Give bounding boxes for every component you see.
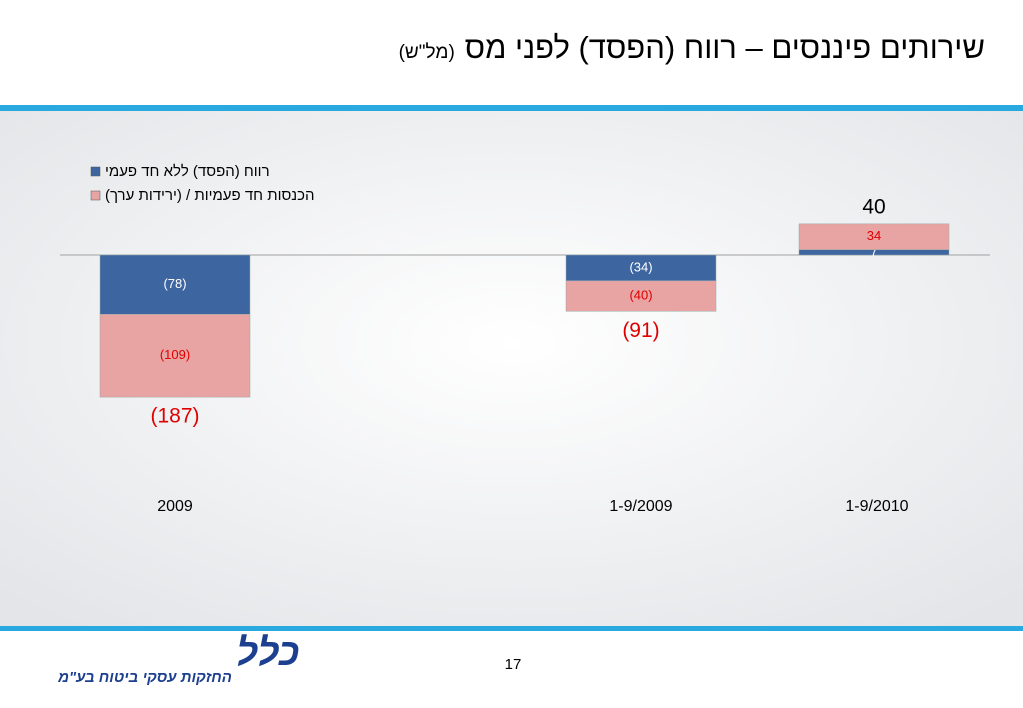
legend-swatch	[90, 190, 101, 201]
legend-swatch	[90, 166, 101, 177]
total-label: (187)	[150, 405, 199, 428]
legend-label: רווח (הפסד) ללא חד פעמי	[105, 163, 270, 180]
legend-label: הכנסות חד פעמיות / (ירידות ערך)	[105, 187, 315, 204]
bar-segment	[99, 314, 251, 398]
bar-segment	[99, 254, 251, 315]
value-label: 34	[867, 228, 881, 243]
company-name: החזקות עסקי ביטוח בע"מ	[57, 669, 232, 686]
value-label: (34)	[629, 259, 652, 274]
value-label: 7	[870, 244, 877, 259]
title-text: שירותים פיננסים – רווח (הפסד) לפני מס	[464, 30, 985, 65]
value-label: (40)	[629, 287, 652, 302]
bottom-rule	[0, 626, 1023, 631]
unit: (מל"ש)	[398, 42, 455, 63]
bar-segment	[565, 280, 717, 312]
bar-segment	[565, 254, 717, 282]
value-label: (78)	[163, 276, 186, 291]
value-label: (109)	[160, 347, 190, 362]
x-tick-label: 1-9/2010	[845, 498, 908, 515]
page-number: 17	[505, 656, 522, 673]
top-rule	[0, 105, 1023, 111]
total-label: 40	[862, 195, 885, 218]
x-tick-label: 1-9/2009	[609, 498, 672, 515]
total-label: (91)	[622, 319, 659, 342]
x-tick-label: 2009	[157, 498, 193, 515]
bar-segment	[798, 223, 950, 250]
logo: כלל	[236, 632, 299, 674]
title: שירותים פיננסים – רווח (הפסד) לפני מס (מל…	[399, 30, 985, 66]
